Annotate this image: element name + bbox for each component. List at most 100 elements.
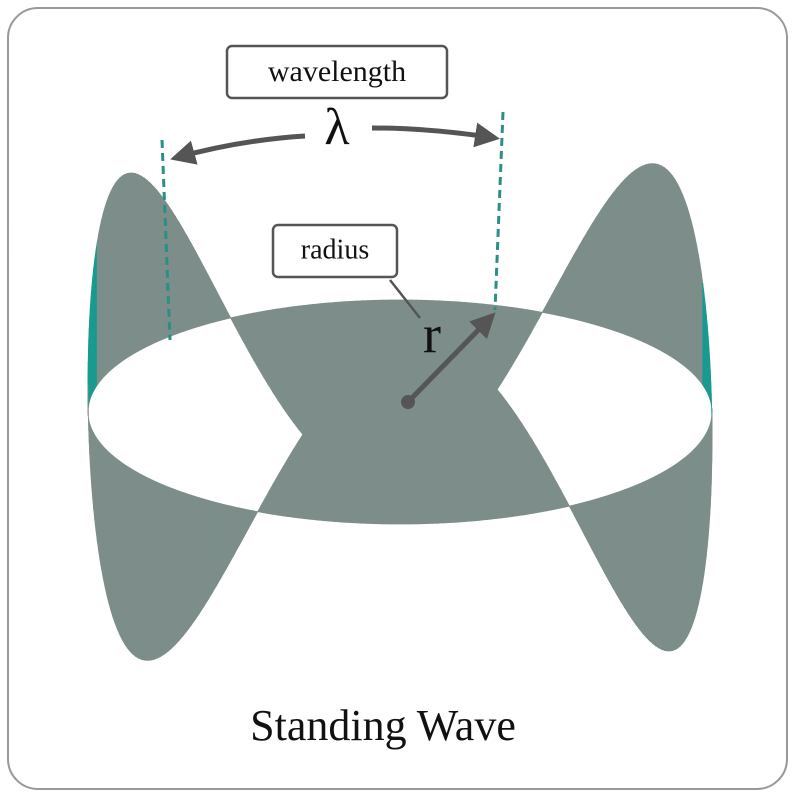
wave-strip xyxy=(178,490,184,642)
wave-strip xyxy=(574,244,580,321)
wave-strip xyxy=(426,339,434,524)
wave-strip xyxy=(178,221,184,334)
wave-strip xyxy=(421,338,428,525)
wave-strip xyxy=(199,258,205,327)
radius-label: radius xyxy=(301,234,369,265)
wave-strip xyxy=(661,165,665,354)
wave-strip xyxy=(661,470,665,651)
wave-strip xyxy=(313,409,320,521)
wave-strip xyxy=(140,473,145,661)
leader-line xyxy=(389,279,421,319)
wave-strip xyxy=(345,371,352,524)
wave-strip xyxy=(303,304,310,443)
wave-strip xyxy=(516,414,523,517)
wave-strip xyxy=(511,407,518,518)
wave-strip xyxy=(234,506,240,554)
wave-strip xyxy=(485,375,492,521)
arrow xyxy=(371,122,500,148)
r-symbol: r xyxy=(423,304,441,364)
wave-strip xyxy=(526,430,533,515)
wave-strip xyxy=(604,494,610,581)
wave-strip xyxy=(501,305,508,384)
wave-strip xyxy=(144,475,148,661)
wave-strip xyxy=(591,215,597,326)
wave-strip xyxy=(190,494,196,627)
wave-strip xyxy=(372,349,379,525)
wave-strip xyxy=(578,237,584,322)
wave-strip xyxy=(480,370,487,521)
wave-strip xyxy=(399,339,406,525)
wave-strip xyxy=(267,309,274,394)
wave-strip xyxy=(144,177,148,349)
wave-strip xyxy=(157,481,162,659)
wave-strip xyxy=(126,172,131,359)
wave-strip xyxy=(203,266,209,326)
lambda-symbol: λ xyxy=(324,99,349,156)
wave-strip xyxy=(160,194,165,341)
wave-strip xyxy=(129,467,133,655)
wave-strip xyxy=(448,346,455,524)
wave-strip xyxy=(171,487,176,649)
wave-strip xyxy=(207,274,213,325)
wave-strip xyxy=(564,260,571,319)
wave-strip xyxy=(262,310,269,386)
wave-strip xyxy=(536,446,543,514)
wave-strip xyxy=(167,486,173,653)
peak-marker xyxy=(493,111,505,311)
wave-strip xyxy=(292,305,299,431)
wave-strip xyxy=(153,186,158,344)
center-dot xyxy=(401,395,415,409)
wave-strip xyxy=(334,382,341,523)
wave-strip xyxy=(303,424,310,520)
wave-strip xyxy=(501,393,508,519)
wave-strip xyxy=(366,353,374,524)
wave-strip xyxy=(132,468,136,658)
wave-strip xyxy=(272,308,279,402)
wave-strip xyxy=(490,381,497,520)
wave-strip xyxy=(377,346,385,525)
wave-strip xyxy=(282,306,289,417)
wave-strip xyxy=(631,484,636,626)
wave-strip xyxy=(175,489,180,646)
wave-strip xyxy=(175,215,180,335)
wave-strip xyxy=(287,306,294,424)
wave-strip xyxy=(318,402,325,522)
wave-strip xyxy=(194,495,200,621)
wave-strip xyxy=(620,178,625,335)
wave-strip xyxy=(569,252,575,320)
wave-strip xyxy=(638,165,643,343)
wave-strip xyxy=(664,166,668,356)
wave-strip xyxy=(126,465,131,653)
wave-strip xyxy=(541,454,547,513)
wave-strip xyxy=(287,448,294,518)
wave-strip xyxy=(645,478,650,642)
wave-strip xyxy=(608,192,614,331)
wave-strip xyxy=(443,343,450,524)
wave-strip xyxy=(655,163,660,351)
wave-strip xyxy=(648,477,653,645)
wave-strip xyxy=(129,172,133,357)
wave-strip xyxy=(182,228,188,332)
wave-strip xyxy=(620,489,625,609)
wave-strip xyxy=(648,163,653,347)
wave-strip xyxy=(582,229,589,324)
wave-strip xyxy=(521,422,528,516)
wave-strip xyxy=(459,352,466,523)
wave-strip xyxy=(595,209,601,327)
wave-strip xyxy=(405,338,412,525)
label-box xyxy=(225,44,449,100)
wave-strip xyxy=(147,477,152,661)
wave-strip xyxy=(229,505,236,564)
wave-strip xyxy=(164,484,169,655)
wave-strip xyxy=(329,388,336,522)
wave-strip xyxy=(469,360,476,522)
wave-strip xyxy=(132,172,136,356)
wave-strip xyxy=(182,492,188,637)
wave-strip xyxy=(595,497,601,566)
caption: Standing Wave xyxy=(250,701,516,750)
wave-strip xyxy=(616,490,622,603)
wave-strip xyxy=(137,472,142,660)
wave-strip xyxy=(612,187,618,332)
wave-strip xyxy=(137,174,142,352)
